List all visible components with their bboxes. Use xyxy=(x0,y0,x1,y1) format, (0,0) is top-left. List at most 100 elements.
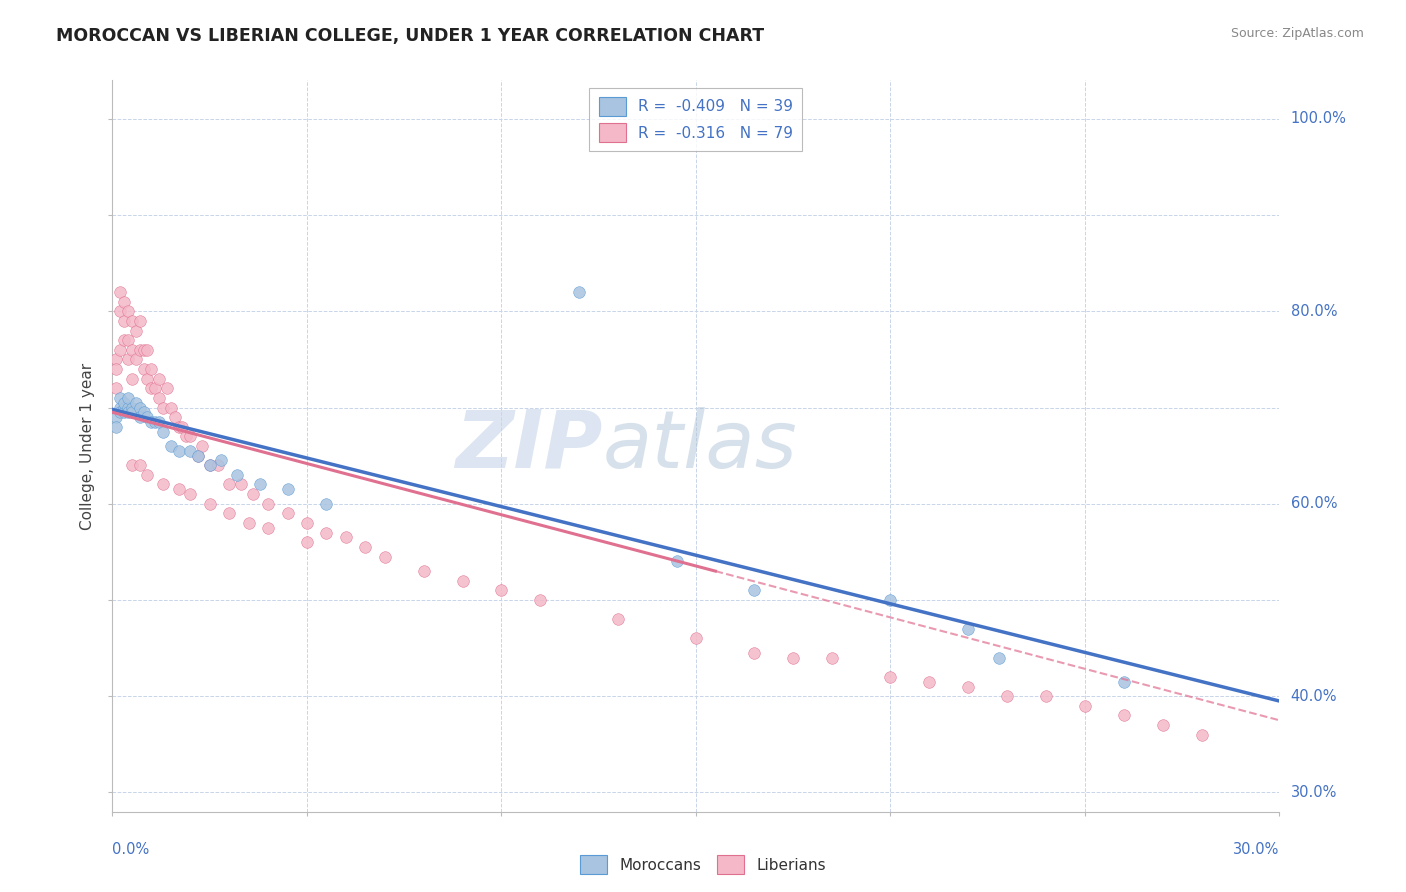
Point xyxy=(918,674,941,689)
Point xyxy=(1074,698,1097,713)
Point xyxy=(335,530,357,544)
Point xyxy=(665,554,688,568)
Point xyxy=(112,314,135,328)
Text: 60.0%: 60.0% xyxy=(1291,496,1337,511)
Text: ZIP: ZIP xyxy=(456,407,603,485)
Point xyxy=(128,343,150,357)
Point xyxy=(744,583,766,598)
Point xyxy=(568,285,591,299)
Point xyxy=(163,410,186,425)
Point xyxy=(207,458,229,473)
Point xyxy=(121,458,143,473)
Point xyxy=(354,540,377,554)
Point xyxy=(226,467,249,482)
Point xyxy=(110,405,132,419)
Text: 0.0%: 0.0% xyxy=(112,842,149,857)
Point xyxy=(218,507,240,521)
Point xyxy=(121,314,143,328)
Point xyxy=(141,415,163,429)
Point xyxy=(451,574,474,588)
Point xyxy=(105,362,128,376)
Legend: Moroccans, Liberians: Moroccans, Liberians xyxy=(574,849,832,880)
Point xyxy=(136,467,159,482)
Point xyxy=(995,690,1018,704)
Y-axis label: College, Under 1 year: College, Under 1 year xyxy=(80,362,96,530)
Point xyxy=(112,401,135,415)
Point xyxy=(238,516,260,530)
Point xyxy=(132,362,155,376)
Point xyxy=(1112,708,1135,723)
Point xyxy=(257,521,280,535)
Point xyxy=(128,401,150,415)
Point xyxy=(295,535,318,549)
Point xyxy=(160,439,183,453)
Point xyxy=(607,612,630,626)
Point xyxy=(117,401,139,415)
Point xyxy=(125,324,148,338)
Point xyxy=(179,443,201,458)
Point xyxy=(187,449,209,463)
Point xyxy=(957,680,980,694)
Point xyxy=(105,419,128,434)
Point xyxy=(117,333,139,347)
Point xyxy=(148,391,170,405)
Point xyxy=(374,549,396,564)
Point xyxy=(112,294,135,309)
Text: Source: ZipAtlas.com: Source: ZipAtlas.com xyxy=(1230,27,1364,40)
Point xyxy=(136,343,159,357)
Point xyxy=(179,429,201,443)
Text: 100.0%: 100.0% xyxy=(1291,112,1347,127)
Point xyxy=(957,622,980,636)
Point xyxy=(167,443,190,458)
Point xyxy=(112,333,135,347)
Point xyxy=(128,410,150,425)
Legend: R =  -0.409   N = 39, R =  -0.316   N = 79: R = -0.409 N = 39, R = -0.316 N = 79 xyxy=(589,88,803,151)
Point xyxy=(879,593,901,607)
Point xyxy=(132,405,155,419)
Point xyxy=(141,362,163,376)
Point xyxy=(105,381,128,395)
Point xyxy=(110,391,132,405)
Point xyxy=(744,646,766,660)
Point xyxy=(529,593,551,607)
Point xyxy=(242,487,264,501)
Point xyxy=(152,401,174,415)
Point xyxy=(209,453,232,467)
Point xyxy=(143,381,166,395)
Point xyxy=(315,525,337,540)
Point xyxy=(879,670,901,684)
Point xyxy=(117,352,139,367)
Point xyxy=(110,401,132,415)
Point xyxy=(276,507,298,521)
Point xyxy=(249,477,271,491)
Point xyxy=(160,401,183,415)
Point xyxy=(988,650,1011,665)
Point xyxy=(179,487,201,501)
Point xyxy=(136,371,159,385)
Point xyxy=(198,458,221,473)
Point xyxy=(821,650,844,665)
Point xyxy=(121,371,143,385)
Point xyxy=(218,477,240,491)
Point xyxy=(105,410,128,425)
Point xyxy=(156,381,179,395)
Point xyxy=(128,314,150,328)
Point xyxy=(491,583,513,598)
Point xyxy=(187,449,209,463)
Point xyxy=(105,352,128,367)
Point xyxy=(257,497,280,511)
Point xyxy=(117,405,139,419)
Point xyxy=(117,391,139,405)
Point xyxy=(1191,728,1213,742)
Point xyxy=(148,371,170,385)
Point xyxy=(315,497,337,511)
Point xyxy=(148,415,170,429)
Point xyxy=(276,483,298,497)
Point xyxy=(121,401,143,415)
Text: atlas: atlas xyxy=(603,407,797,485)
Point xyxy=(412,564,434,578)
Point xyxy=(685,632,707,646)
Point xyxy=(167,483,190,497)
Point xyxy=(112,405,135,419)
Point xyxy=(198,497,221,511)
